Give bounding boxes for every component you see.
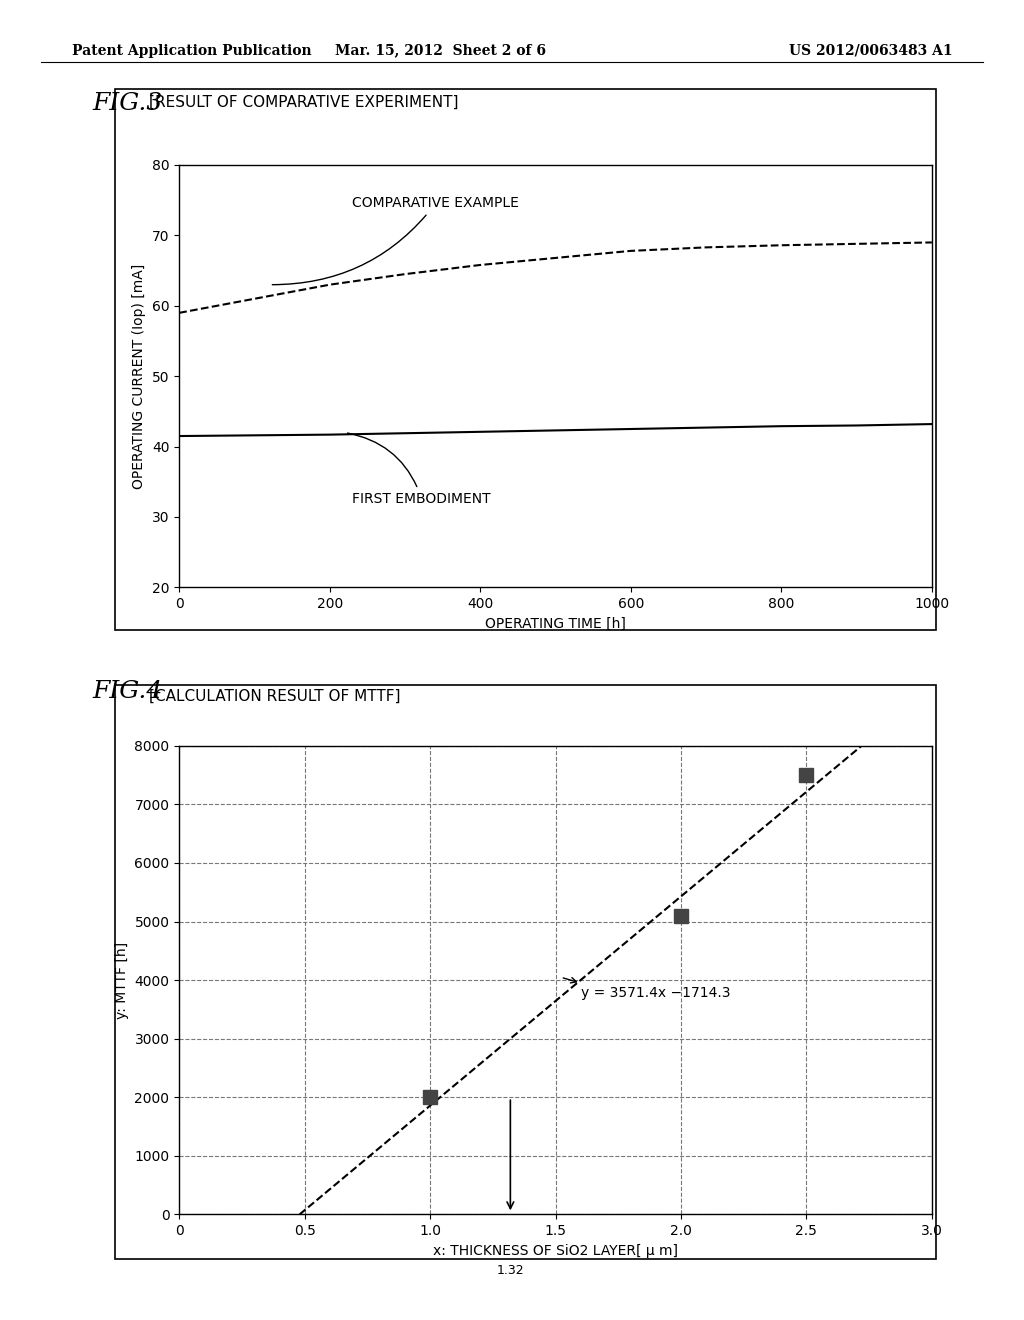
- Y-axis label: y: MTTF [h]: y: MTTF [h]: [115, 941, 129, 1019]
- Y-axis label: OPERATING CURRENT (Iop) [mA]: OPERATING CURRENT (Iop) [mA]: [132, 264, 146, 488]
- Text: 1.32: 1.32: [497, 1265, 524, 1278]
- Text: y = 3571.4x −1714.3: y = 3571.4x −1714.3: [581, 986, 730, 1001]
- Text: [RESULT OF COMPARATIVE EXPERIMENT]: [RESULT OF COMPARATIVE EXPERIMENT]: [150, 95, 459, 110]
- Text: FIG.3: FIG.3: [92, 92, 163, 115]
- X-axis label: x: THICKNESS OF SiO2 LAYER[ μ m]: x: THICKNESS OF SiO2 LAYER[ μ m]: [433, 1243, 678, 1258]
- X-axis label: OPERATING TIME [h]: OPERATING TIME [h]: [485, 616, 626, 631]
- Text: Patent Application Publication: Patent Application Publication: [72, 44, 311, 58]
- Text: US 2012/0063483 A1: US 2012/0063483 A1: [788, 44, 952, 58]
- Text: [CALCULATION RESULT OF MTTF]: [CALCULATION RESULT OF MTTF]: [150, 689, 400, 704]
- Text: FIG.4: FIG.4: [92, 680, 163, 702]
- Text: COMPARATIVE EXAMPLE: COMPARATIVE EXAMPLE: [272, 197, 519, 285]
- Text: Mar. 15, 2012  Sheet 2 of 6: Mar. 15, 2012 Sheet 2 of 6: [335, 44, 546, 58]
- Text: FIRST EMBODIMENT: FIRST EMBODIMENT: [347, 433, 490, 506]
